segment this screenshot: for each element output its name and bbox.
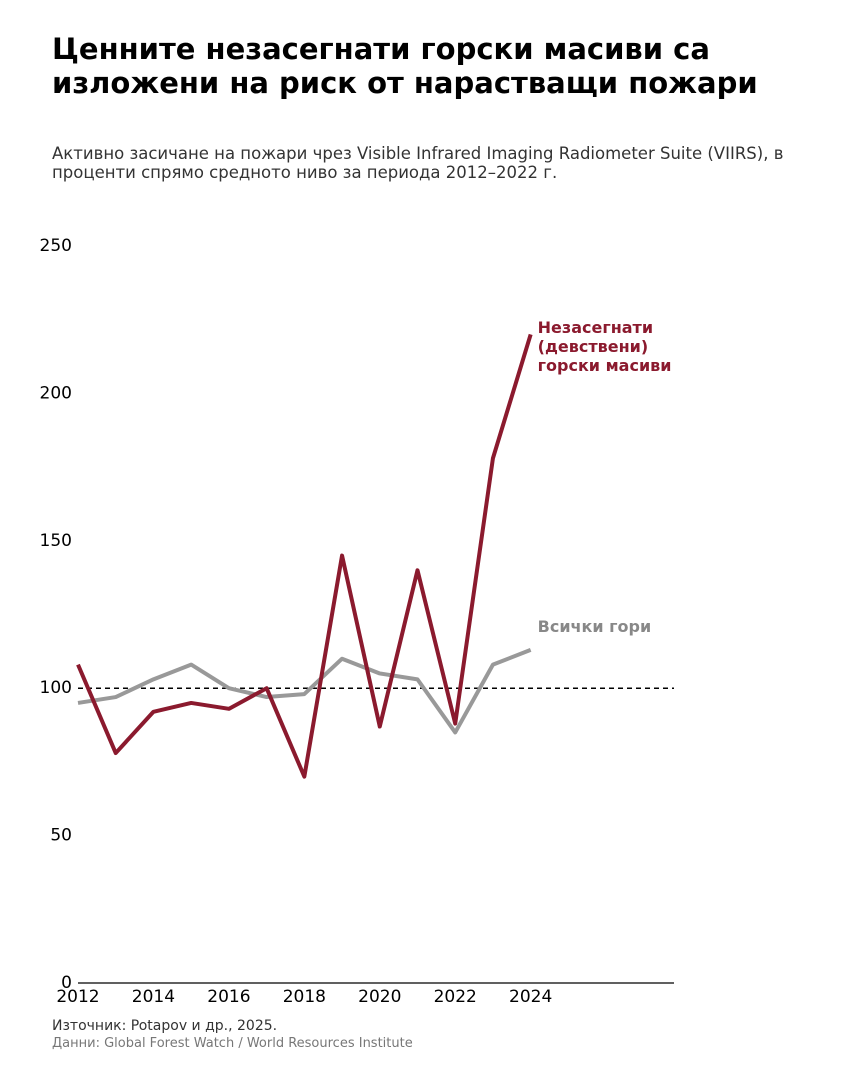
x-tick-label: 2022 <box>434 987 477 1007</box>
x-tick-label: 2018 <box>283 987 326 1007</box>
y-tick-label: 150 <box>40 531 72 551</box>
chart-subtitle: Активно засичане на пожари чрез Visible … <box>52 144 784 182</box>
x-tick-label: 2012 <box>56 987 99 1007</box>
series-label: Незасегнати (девствени) горски масиви <box>537 318 672 376</box>
series-line <box>76 333 533 779</box>
source-note: Източник: Potapov и др., 2025. <box>52 1018 278 1034</box>
y-tick-label: 250 <box>40 236 72 256</box>
y-tick-label: 50 <box>50 826 72 846</box>
chart-title: Ценните незасегнати горски масиви са изл… <box>52 32 758 100</box>
y-tick-label: 200 <box>40 383 72 403</box>
y-tick-label: 100 <box>40 678 72 698</box>
series-label: Всички гори <box>537 616 652 636</box>
series-line <box>77 648 532 735</box>
x-tick-label: 2016 <box>207 987 250 1007</box>
y-tick-label: 0 <box>61 973 72 993</box>
x-tick-label: 2020 <box>358 987 401 1007</box>
data-note: Данни: Global Forest Watch / World Resou… <box>52 1036 413 1051</box>
x-tick-label: 2014 <box>132 987 175 1007</box>
x-tick-label: 2024 <box>509 987 552 1007</box>
